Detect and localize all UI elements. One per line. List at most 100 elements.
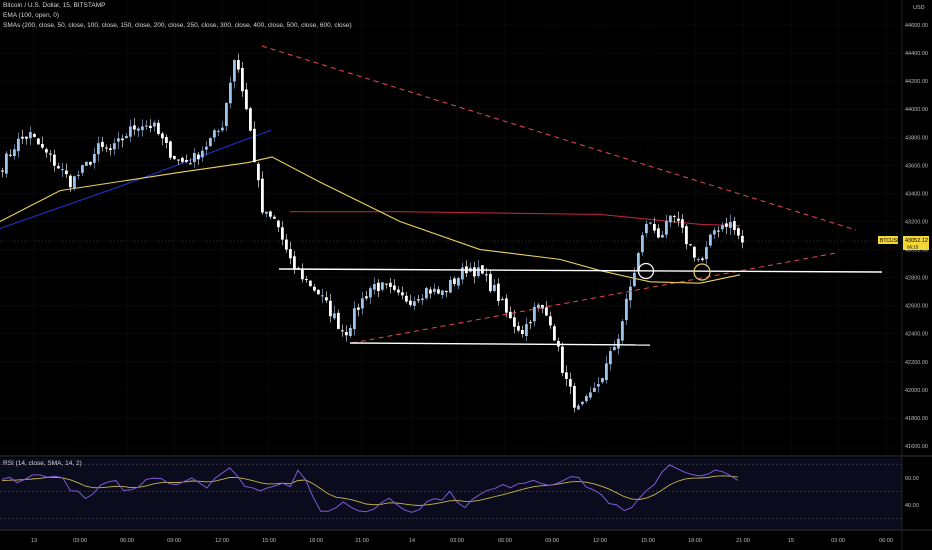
- candle: [417, 294, 420, 303]
- candle: [505, 294, 508, 318]
- y-tick-label: 42000.00: [905, 388, 928, 394]
- candle: [737, 226, 740, 240]
- x-tick-label: 06:00: [120, 538, 134, 544]
- candle: [433, 283, 436, 295]
- candle: [281, 221, 284, 246]
- candle: [569, 372, 572, 395]
- candle: [385, 283, 388, 289]
- candle: [425, 286, 428, 300]
- y-tick-label: 41600.00: [905, 444, 928, 450]
- candle: [109, 143, 112, 156]
- candle: [601, 377, 604, 384]
- candle: [81, 164, 84, 177]
- sma-legend: SMAs (200, close, 50, close, 100, close,…: [3, 22, 352, 29]
- candle: [337, 309, 340, 330]
- y-tick-label: 43200.00: [905, 219, 928, 225]
- candle: [245, 82, 248, 111]
- candle: [17, 132, 20, 158]
- y-tick-label: 42800.00: [905, 276, 928, 282]
- candle: [21, 129, 24, 144]
- candle: [69, 174, 72, 192]
- candle: [141, 119, 144, 137]
- candle: [261, 171, 264, 215]
- candle: [101, 136, 104, 152]
- price-tag: BTCUSD 43052.12 06:15: [878, 236, 929, 250]
- x-tick-label: 18:00: [309, 538, 323, 544]
- candle: [365, 290, 368, 301]
- candle: [193, 148, 196, 168]
- candle: [333, 305, 336, 320]
- candle: [97, 136, 100, 162]
- candle: [545, 300, 548, 317]
- candle: [289, 241, 292, 265]
- rsi-pane: 60.00 40.00: [0, 464, 919, 519]
- y-tick-label: 44600.00: [905, 23, 928, 29]
- candle: [609, 347, 612, 371]
- candle: [729, 214, 732, 236]
- candle: [593, 382, 596, 393]
- price-tag-symbol: BTCUSD: [880, 238, 901, 244]
- candle: [705, 241, 708, 265]
- x-tick-label: 13: [31, 538, 37, 544]
- rsi-ma-line: [1, 475, 739, 506]
- candle: [121, 134, 124, 148]
- candle: [13, 144, 16, 160]
- candle: [529, 319, 532, 329]
- descending-trendline: [261, 45, 857, 231]
- x-tick-label: 15: [788, 538, 794, 544]
- candle: [733, 216, 736, 235]
- x-tick-label: 09:00: [545, 538, 559, 544]
- candle: [565, 365, 568, 387]
- candle: [217, 129, 220, 137]
- candle: [45, 147, 48, 158]
- low-support-line: [349, 342, 651, 346]
- candle: [553, 323, 556, 341]
- x-tick-label: 06:00: [879, 538, 893, 544]
- candle: [409, 294, 412, 308]
- candle: [341, 324, 344, 337]
- price-tag-countdown: 06:15: [907, 245, 919, 250]
- x-tick-label: 09:00: [167, 538, 181, 544]
- candle: [49, 150, 52, 163]
- candle: [677, 211, 680, 227]
- y-tick-label: 44400.00: [905, 51, 928, 57]
- candle: [701, 256, 704, 262]
- candle: [477, 259, 480, 279]
- candle: [305, 276, 308, 283]
- candle: [117, 131, 120, 150]
- rsi-legend: RSI (14, close, SMA, 14, 2): [3, 460, 82, 467]
- candle: [249, 107, 252, 132]
- x-tick-label: 12:00: [593, 538, 607, 544]
- y-tick-label: 43800.00: [905, 135, 928, 141]
- candle: [57, 162, 60, 169]
- candle: [137, 126, 140, 137]
- currency-label: USD: [913, 5, 925, 11]
- candle: [649, 221, 652, 225]
- x-tick-label: 18:00: [688, 538, 702, 544]
- candle: [497, 278, 500, 306]
- candle: [161, 131, 164, 146]
- candle: [345, 325, 348, 342]
- candle: [205, 141, 208, 156]
- candle: [389, 278, 392, 294]
- candle: [113, 138, 116, 155]
- candle: [713, 227, 716, 239]
- candle: [605, 355, 608, 384]
- candle: [301, 263, 304, 283]
- y-tick-label: 43400.00: [905, 191, 928, 197]
- candle: [613, 340, 616, 351]
- candle: [501, 296, 504, 301]
- candle: [585, 394, 588, 404]
- x-tick-label: 21:00: [736, 538, 750, 544]
- candle: [641, 231, 644, 256]
- candle: [493, 278, 496, 293]
- x-tick-label: 15:00: [262, 538, 276, 544]
- candle: [489, 269, 492, 293]
- chart-title: Bitcoin / U.S. Dollar, 15, BITSTAMP: [3, 2, 106, 9]
- x-tick-label: 03:00: [831, 538, 845, 544]
- candle: [597, 377, 600, 393]
- candle: [525, 317, 528, 342]
- candle: [73, 175, 76, 191]
- candle: [449, 276, 452, 294]
